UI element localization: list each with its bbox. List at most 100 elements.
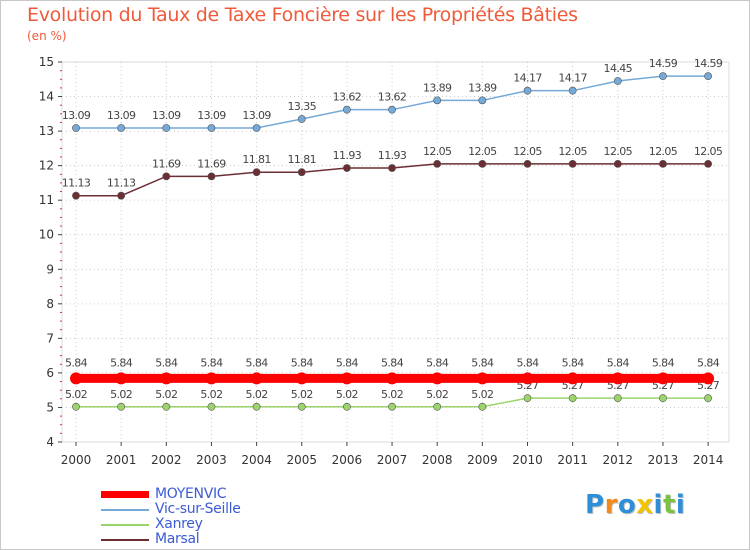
data-label-marsal: 11.81 (288, 153, 317, 166)
legend-swatch-vic-sur-seille (101, 509, 149, 511)
data-point-vic-sur-seille (117, 124, 126, 132)
logo-letter: i (675, 490, 686, 520)
legend-swatch-xanrey (101, 524, 149, 526)
data-point-xanrey (433, 402, 442, 411)
data-label-vic-sur-seille: 13.09 (197, 109, 226, 122)
logo-letter: P (585, 490, 605, 520)
x-tick-label-2011: 2011 (557, 453, 588, 467)
data-label-moyenvic: 5.84 (336, 356, 359, 369)
data-label-vic-sur-seille: 13.09 (107, 109, 136, 122)
x-tick-label-2004: 2004 (241, 453, 272, 467)
data-point-marsal (72, 191, 80, 200)
y-tick-label-12: 12 (39, 159, 54, 173)
data-point-xanrey (72, 402, 80, 411)
data-point-vic-sur-seille (162, 124, 171, 132)
legend-label-moyenvic: MOYENVIC (155, 486, 227, 502)
data-point-moyenvic (295, 372, 308, 385)
x-tick-label-2003: 2003 (196, 453, 227, 467)
data-point-vic-sur-seille (388, 105, 396, 114)
data-label-marsal: 11.93 (333, 149, 362, 162)
data-point-marsal (659, 160, 667, 168)
data-point-xanrey (342, 402, 351, 411)
data-label-moyenvic: 5.84 (697, 356, 720, 369)
data-point-vic-sur-seille (297, 115, 306, 123)
y-tick-label-13: 13 (39, 124, 54, 138)
data-label-moyenvic: 5.84 (381, 356, 404, 369)
legend-label-marsal: Marsal (155, 531, 200, 547)
data-label-marsal: 11.69 (197, 157, 226, 170)
logo-letter: i (653, 490, 663, 520)
data-label-moyenvic: 5.84 (155, 356, 178, 369)
data-label-vic-sur-seille: 13.35 (288, 100, 317, 113)
data-point-xanrey (523, 394, 532, 403)
x-tick-label-2007: 2007 (377, 453, 408, 467)
x-tick-label-2002: 2002 (151, 453, 182, 467)
data-point-marsal (523, 160, 532, 168)
data-point-xanrey (568, 394, 577, 403)
x-tick-label-2014: 2014 (693, 453, 724, 467)
unit-label: (en %) (27, 29, 67, 43)
data-label-moyenvic: 5.84 (200, 356, 223, 369)
data-point-vic-sur-seille (342, 105, 351, 114)
data-label-moyenvic: 5.84 (652, 356, 675, 369)
legend-swatch-moyenvic (101, 491, 149, 498)
y-tick-label-6: 6 (46, 366, 54, 380)
y-tick-label-5: 5 (46, 400, 54, 414)
data-label-vic-sur-seille: 14.17 (513, 72, 542, 85)
data-point-vic-sur-seille (568, 86, 577, 95)
data-label-vic-sur-seille: 13.62 (378, 91, 407, 104)
y-tick-label-9: 9 (46, 262, 54, 276)
data-label-marsal: 11.81 (242, 153, 271, 166)
y-tick-label-14: 14 (39, 90, 54, 104)
data-point-marsal (252, 168, 261, 177)
data-point-vic-sur-seille (207, 124, 216, 132)
data-label-vic-sur-seille: 13.09 (62, 109, 91, 122)
data-point-xanrey (297, 402, 306, 411)
data-label-vic-sur-seille: 14.17 (558, 72, 587, 85)
data-label-xanrey: 5.02 (381, 388, 403, 401)
data-label-vic-sur-seille: 14.59 (694, 57, 723, 70)
data-label-marsal: 12.05 (649, 145, 678, 158)
data-label-vic-sur-seille: 13.89 (423, 81, 452, 94)
x-tick-label-2009: 2009 (467, 453, 498, 467)
data-point-vic-sur-seille (433, 96, 442, 105)
y-tick-label-7: 7 (46, 331, 54, 345)
data-point-xanrey (162, 402, 171, 411)
data-point-marsal (704, 160, 712, 168)
data-label-vic-sur-seille: 13.89 (468, 81, 497, 94)
data-point-moyenvic (70, 372, 82, 385)
data-label-xanrey: 5.02 (155, 388, 177, 401)
x-tick-label-2012: 2012 (603, 453, 634, 467)
data-point-vic-sur-seille (523, 86, 532, 95)
data-label-xanrey: 5.02 (200, 388, 222, 401)
data-label-vic-sur-seille: 13.09 (242, 109, 271, 122)
data-point-moyenvic (205, 372, 218, 385)
data-label-moyenvic: 5.84 (562, 356, 585, 369)
y-tick-label-4: 4 (46, 435, 54, 449)
data-point-xanrey (613, 394, 622, 403)
y-tick-label-8: 8 (46, 297, 54, 311)
data-label-marsal: 12.05 (513, 145, 542, 158)
data-point-vic-sur-seille (659, 72, 667, 81)
data-label-moyenvic: 5.84 (426, 356, 449, 369)
data-point-marsal (162, 172, 171, 181)
data-label-marsal: 12.05 (468, 145, 497, 158)
y-tick-label-15: 15 (39, 55, 54, 69)
data-point-marsal (342, 164, 351, 172)
data-point-moyenvic (476, 372, 489, 385)
data-point-marsal (613, 160, 622, 168)
legend-label-vic-sur-seille: Vic-sur-Seille (155, 501, 241, 517)
data-label-marsal: 11.13 (107, 177, 136, 190)
data-label-moyenvic: 5.84 (471, 356, 494, 369)
data-label-xanrey: 5.02 (336, 388, 358, 401)
data-label-marsal: 12.05 (558, 145, 587, 158)
x-tick-label-2006: 2006 (332, 453, 363, 467)
chart-title: Evolution du Taux de Taxe Foncière sur l… (27, 4, 578, 26)
data-point-xanrey (117, 402, 126, 411)
data-label-marsal: 11.93 (378, 149, 407, 162)
y-tick-label-10: 10 (39, 228, 54, 242)
proxiti-logo: Proxiti (585, 490, 685, 520)
data-point-moyenvic (521, 372, 534, 385)
data-point-moyenvic (250, 372, 263, 385)
